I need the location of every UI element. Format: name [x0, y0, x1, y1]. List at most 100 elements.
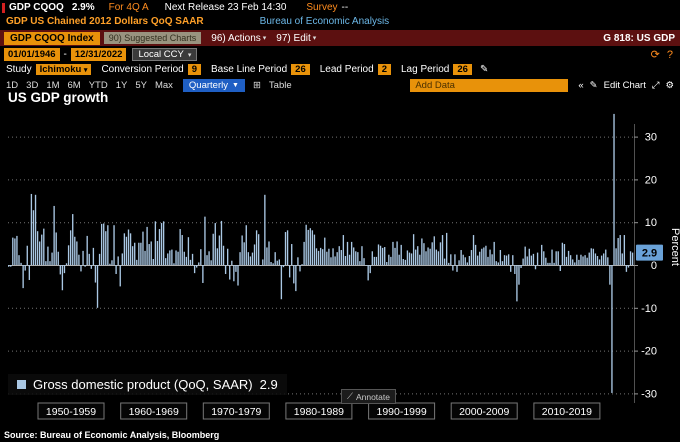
annotate-label: Annotate	[355, 391, 390, 402]
gdp-bar	[578, 259, 580, 265]
gdp-bar	[86, 235, 88, 265]
gdp-bar	[514, 265, 516, 274]
x-axis-decade-box	[533, 402, 601, 420]
frequency-select[interactable]: Quarterly ▼	[182, 79, 245, 92]
gdp-bar	[18, 255, 20, 265]
expand-icon[interactable]: ⤢	[651, 80, 660, 91]
gdp-bar	[582, 256, 584, 265]
legend[interactable]: Gross domestic product (QoQ, SAAR) 2.9	[8, 374, 287, 395]
add-data-input[interactable]: Add Data	[410, 79, 569, 92]
annotate-button[interactable]: ⟋ Annotate	[341, 389, 396, 404]
gdp-chart-svg[interactable]: 30 20 10 0 -10 -20 -30 1950-1959 1960-1969 1970-1…	[0, 106, 680, 426]
gdp-bar	[165, 258, 167, 265]
gdp-bar	[617, 238, 619, 265]
x-axis-decade-box	[450, 402, 518, 420]
actions-menu[interactable]: 96) Actions ▾	[211, 33, 266, 44]
study-select[interactable]: Ichimoku ▾	[35, 64, 92, 75]
gdp-bar	[408, 252, 411, 265]
gdp-bar	[555, 251, 557, 265]
gdp-bar	[340, 250, 342, 265]
gdp-bar	[609, 265, 611, 285]
range-1y[interactable]: 1Y	[115, 80, 128, 91]
study-label: Study	[6, 64, 32, 75]
gdp-bar	[365, 265, 367, 266]
gdp-bar	[410, 253, 413, 265]
data-source: Bureau of Economic Analysis	[259, 16, 390, 27]
gdp-bar	[69, 230, 72, 265]
gdp-bar	[179, 229, 181, 265]
start-date-input[interactable]: 01/01/1946	[4, 48, 60, 61]
help-icon[interactable]: ?	[666, 48, 673, 61]
gdp-bar	[34, 194, 37, 265]
gdp-bar	[41, 234, 43, 265]
refresh-icon[interactable]: ⟳	[650, 49, 660, 61]
gdp-bar	[421, 238, 423, 265]
gdp-bar-chart[interactable]: 30 20 10 0 -10 -20 -30 1950-1959 1960-1969 1970-1…	[0, 106, 680, 426]
gdp-bar	[615, 248, 617, 265]
gdp-bar	[328, 248, 330, 265]
gdp-bar	[200, 249, 202, 265]
end-date-input[interactable]: 12/31/2022	[70, 48, 127, 61]
gdp-bar	[470, 250, 473, 265]
range-max[interactable]: Max	[154, 80, 173, 91]
gdp-bar	[603, 253, 605, 265]
range-6m[interactable]: 6M	[67, 80, 81, 91]
base-line-period-input[interactable]: 26	[291, 64, 310, 75]
gdp-bar	[183, 251, 185, 265]
gdp-bar	[276, 260, 278, 265]
currency-label: Local CCY	[138, 49, 184, 60]
table-button[interactable]: Table	[268, 80, 292, 91]
lead-period-input[interactable]: 2	[377, 64, 391, 75]
gdp-bar	[350, 241, 353, 265]
gdp-bar	[448, 262, 450, 265]
gdp-bar	[162, 221, 165, 265]
gdp-bar	[307, 229, 309, 265]
lag-period-input[interactable]: 26	[453, 64, 472, 75]
chevrons-left-icon[interactable]: «	[578, 80, 584, 91]
range-5y[interactable]: 5Y	[135, 80, 147, 91]
next-release: Next Release 23 Feb 14:30	[164, 2, 287, 13]
edit-menu[interactable]: 97) Edit ▾	[276, 33, 316, 44]
gdp-bar	[625, 265, 628, 272]
range-ytd[interactable]: YTD	[88, 80, 108, 91]
gdp-bar	[429, 248, 431, 265]
gdp-bar	[10, 265, 12, 267]
gdp-bar	[45, 261, 47, 265]
range-1d[interactable]: 1D	[6, 80, 19, 91]
gdp-bar	[623, 235, 626, 265]
security-field[interactable]: GDP CQOQ Index	[4, 31, 100, 45]
gdp-bar	[592, 248, 595, 265]
gdp-bar	[173, 263, 175, 265]
gdp-bar	[580, 254, 582, 265]
gdp-bar	[57, 251, 59, 265]
gdp-bar	[204, 216, 206, 265]
gdp-bar	[315, 248, 318, 265]
gdp-bar	[49, 261, 51, 265]
gdp-bar	[596, 256, 599, 265]
range-3d[interactable]: 3D	[26, 80, 39, 91]
chevron-down-icon: ▾	[187, 51, 192, 59]
conversion-period-input[interactable]: 9	[187, 64, 201, 75]
pencil-icon[interactable]: ✎	[479, 64, 489, 75]
gdp-bar	[346, 241, 349, 265]
conversion-period-label: Conversion Period	[101, 64, 184, 75]
currency-select[interactable]: Local CCY ▾	[132, 48, 198, 61]
gdp-bar	[175, 250, 177, 265]
gdp-bar	[402, 259, 404, 265]
gdp-bar	[415, 249, 417, 265]
gdp-bar	[518, 265, 520, 285]
actions-menu-label: 96) Actions	[211, 32, 261, 44]
gdp-bar	[584, 255, 586, 265]
gdp-bar	[78, 254, 80, 265]
gdp-bar	[435, 249, 438, 265]
gdp-bar	[317, 250, 320, 265]
gdp-bar	[559, 265, 561, 271]
edit-chart-button[interactable]: Edit Chart	[603, 80, 646, 91]
gear-icon[interactable]: ⚙	[665, 80, 674, 91]
gdp-bar	[233, 265, 235, 282]
gdp-bar	[497, 262, 499, 265]
suggested-charts-button[interactable]: 90) Suggested Charts	[103, 32, 202, 44]
range-1m[interactable]: 1M	[46, 80, 60, 91]
gdp-bar	[24, 265, 26, 271]
gdp-bar	[177, 251, 179, 265]
